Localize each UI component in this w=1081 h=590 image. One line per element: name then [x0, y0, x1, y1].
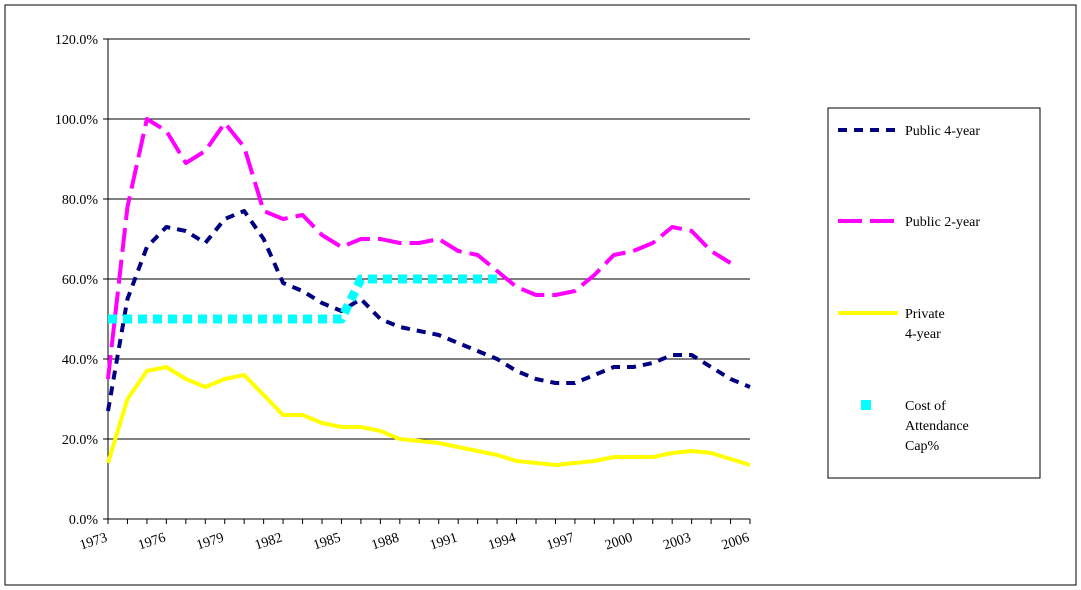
legend-label-line: Public 4-year — [905, 124, 980, 139]
series-line — [106, 209, 751, 412]
legend-label: Public 2-year — [905, 215, 980, 230]
legend-label: Public 4-year — [905, 124, 980, 139]
y-tick-label: 60.0% — [62, 273, 99, 288]
y-tick-label: 0.0% — [69, 513, 99, 528]
y-tick-label: 40.0% — [62, 353, 99, 368]
legend-label: Private 4-year — [905, 307, 948, 342]
legend-label-line: 4-year — [905, 327, 941, 342]
legend-swatch — [861, 400, 871, 410]
legend-label: Cost of Attendance Cap% — [905, 399, 972, 454]
y-tick-label: 20.0% — [62, 433, 99, 448]
series-line — [108, 274, 498, 324]
series-line — [106, 117, 732, 380]
legend-label-line: Attendance — [905, 419, 972, 434]
y-tick-label: 120.0% — [55, 33, 99, 48]
legend-label-line: Private — [905, 307, 948, 322]
y-tick-label: 80.0% — [62, 193, 99, 208]
y-tick-label: 100.0% — [55, 113, 99, 128]
legend-label-line: Cap% — [905, 439, 940, 454]
legend-label-line: Public 2-year — [905, 215, 980, 230]
legend-box — [827, 107, 1041, 479]
legend-label-line: Cost of — [905, 399, 949, 414]
series-line — [106, 365, 751, 467]
